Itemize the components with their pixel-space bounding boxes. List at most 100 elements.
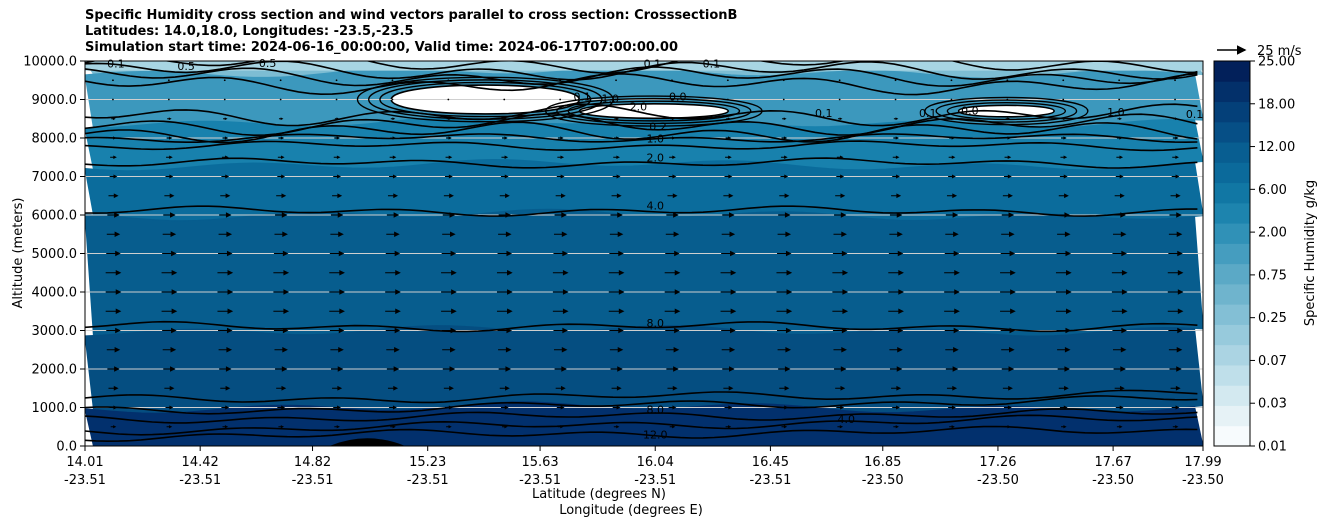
wind-vector <box>1168 346 1183 353</box>
y-tick-label: 2000.0 <box>32 363 78 378</box>
contour-ring <box>567 100 741 122</box>
wind-vector <box>608 269 625 276</box>
wind-vector <box>275 366 288 372</box>
wind-vector <box>664 269 681 276</box>
wind-vector <box>1061 425 1067 429</box>
wind-vector <box>1006 79 1009 82</box>
wind-vector <box>834 212 847 218</box>
y-tick-label: 6000.0 <box>32 209 78 224</box>
wind-vector <box>108 385 119 391</box>
contour-label: 8.0 <box>646 403 664 416</box>
wind-vector <box>503 98 506 101</box>
colorbar-tick-label: 12.00 <box>1258 140 1295 155</box>
contour-line <box>85 133 1198 144</box>
colorbar-segment <box>1214 223 1250 244</box>
wind-vector <box>277 174 286 179</box>
contour-ring <box>935 99 1078 123</box>
contour-ring <box>556 97 752 125</box>
contour-label: 4.0 <box>838 413 856 426</box>
wind-vector <box>559 79 562 82</box>
wind-vector <box>832 250 848 257</box>
wind-vector <box>106 346 121 353</box>
wind-vector <box>894 79 897 82</box>
y-axis-label: Altitude (meters) <box>11 198 26 309</box>
wind-vector <box>1055 308 1072 315</box>
wind-vector <box>1001 366 1015 372</box>
wind-vector <box>223 98 226 101</box>
contour-label: 4.0 <box>646 199 664 212</box>
wind-vector <box>833 231 847 238</box>
x-tick-label-latitude: 14.01 <box>66 455 103 470</box>
wind-vector <box>720 289 737 295</box>
wind-vector <box>891 193 902 199</box>
contour-label: 1.0 <box>646 132 664 145</box>
contour-label: 8.0 <box>646 317 664 330</box>
contour-label: 2.0 <box>646 152 664 165</box>
wind-vector <box>552 269 569 276</box>
colorbar-tick-label: 2.00 <box>1258 226 1287 241</box>
wind-vector <box>390 425 396 429</box>
wind-vector <box>497 250 513 257</box>
wind-vector <box>832 308 849 315</box>
x-tick-label-longitude: -23.51 <box>64 473 106 488</box>
wind-vector <box>389 155 397 160</box>
wind-vector <box>385 289 401 295</box>
wind-vector <box>444 174 453 179</box>
wind-vector <box>832 269 849 276</box>
wind-vector <box>1118 79 1121 82</box>
wind-vector <box>442 212 456 218</box>
y-tick-label: 8000.0 <box>32 132 78 147</box>
wind-vector <box>1169 366 1182 372</box>
wind-vector <box>613 136 620 140</box>
y-tick-label: 1000.0 <box>32 401 78 416</box>
wind-vector <box>165 174 174 179</box>
wind-vector <box>502 425 508 429</box>
wind-vector <box>500 174 509 179</box>
colorbar-segment <box>1214 324 1250 346</box>
colorbar-tick-label: 0.07 <box>1258 354 1287 369</box>
wind-vector <box>330 366 344 372</box>
wind-vector <box>723 385 734 391</box>
wind-vector <box>944 250 960 257</box>
wind-vector <box>390 136 396 140</box>
wind-vector <box>1112 346 1127 353</box>
wind-vector <box>1111 289 1128 295</box>
wind-vector <box>721 327 736 334</box>
wind-vector <box>1116 136 1123 140</box>
contour-line <box>85 425 1198 443</box>
wind-vector <box>279 79 282 82</box>
wind-vector <box>106 231 121 238</box>
wind-vector <box>612 405 621 410</box>
y-tick-label: 0.0 <box>56 440 77 455</box>
wind-vector <box>557 155 565 160</box>
wind-vector <box>1005 117 1011 121</box>
wind-vector <box>944 289 960 295</box>
dry-air-patch <box>578 103 730 120</box>
contour-label: 0.1 <box>703 58 721 71</box>
colorbar-tick-label: 6.00 <box>1258 183 1287 198</box>
contour-line <box>85 389 1198 404</box>
wind-vector <box>950 98 953 101</box>
colorbar-segment <box>1214 405 1250 427</box>
contour-label: 0.1 <box>644 58 662 71</box>
wind-vector <box>221 174 230 179</box>
wind-vector <box>782 79 785 82</box>
wind-vector <box>112 79 114 82</box>
wind-vector <box>333 405 342 410</box>
wind-vector <box>446 425 452 429</box>
wind-vector <box>221 405 230 410</box>
wind-vector <box>218 231 233 238</box>
colorbar-tick-label: 0.01 <box>1258 440 1287 455</box>
wind-vector <box>1000 269 1016 276</box>
wind-vector <box>274 231 288 238</box>
wind-vector <box>111 117 116 121</box>
wind-vector <box>167 117 172 121</box>
wind-vector <box>161 269 178 276</box>
wind-vector <box>609 231 624 238</box>
colorbar-segment <box>1214 121 1250 143</box>
wind-vector <box>1060 155 1068 160</box>
wind-vector <box>1003 405 1012 410</box>
colorbar: 0.01 0.03 0.07 0.25 0.75 2.00 6.00 12.00 18.00 25… <box>1213 55 1295 455</box>
wind-vector <box>609 250 624 257</box>
colorbar-segment <box>1214 142 1250 163</box>
